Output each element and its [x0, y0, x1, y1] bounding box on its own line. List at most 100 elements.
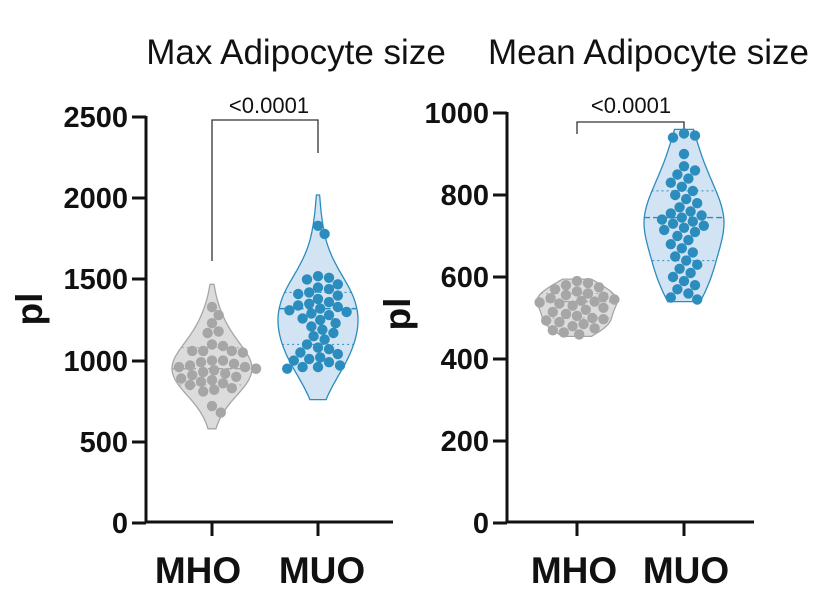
data-point-max-muo	[315, 303, 326, 314]
p-value-label-mean: <0.0001	[591, 93, 671, 118]
data-point-max-mho	[187, 345, 198, 357]
data-point-max-muo	[323, 344, 335, 355]
data-point-max-muo	[293, 288, 304, 300]
data-point-mean-mho	[560, 280, 572, 291]
data-point-mean-mho	[593, 282, 605, 293]
data-point-max-mho	[198, 366, 209, 378]
data-point-mean-mho	[587, 312, 598, 324]
y-tick-label-mean-0: 0	[473, 508, 489, 540]
data-point-mean-muo	[683, 173, 694, 184]
data-point-max-muo	[332, 301, 343, 313]
data-point-max-muo	[334, 360, 346, 371]
data-point-mean-muo	[659, 224, 670, 236]
panel-max-adipocyte-size: Max Adipocyte size pl 0 500 1000 1500 20…	[9, 33, 446, 591]
data-point-mean-muo	[689, 280, 701, 291]
data-point-max-muo	[323, 283, 335, 295]
category-label-max-mho: MHO	[155, 550, 241, 591]
data-point-max-muo	[330, 318, 341, 329]
data-point-mean-muo	[678, 128, 690, 139]
data-point-max-muo	[312, 361, 324, 373]
data-point-max-muo	[317, 324, 328, 335]
data-point-max-mho	[215, 407, 226, 418]
data-point-max-muo	[301, 339, 313, 350]
data-point-max-muo	[306, 321, 317, 332]
data-point-max-muo	[315, 352, 326, 363]
data-point-max-muo	[323, 272, 335, 283]
data-point-max-muo	[288, 355, 299, 366]
data-point-max-muo	[312, 271, 324, 282]
data-point-mean-muo	[674, 202, 685, 213]
data-point-mean-mho	[554, 316, 565, 328]
data-point-mean-mho	[534, 297, 545, 308]
data-point-mean-muo	[687, 216, 698, 227]
y-tick-label-mean-3: 600	[441, 262, 489, 294]
y-axis-label-mean: pl	[377, 298, 418, 331]
data-point-max-mho	[206, 339, 218, 350]
data-point-mean-muo	[696, 210, 707, 221]
data-point-mean-muo	[681, 255, 692, 266]
y-tick-label-max-2: 1000	[63, 346, 128, 378]
chart-title-max: Max Adipocyte size	[146, 33, 446, 72]
data-point-mean-muo	[681, 193, 692, 205]
data-point-max-mho	[213, 326, 224, 337]
data-point-mean-muo	[667, 132, 679, 143]
data-point-mean-muo	[678, 222, 690, 233]
y-tick-label-max-5: 2500	[63, 102, 128, 134]
data-point-max-mho	[217, 340, 229, 352]
data-point-mean-mho	[582, 288, 594, 299]
data-point-mean-mho	[560, 308, 572, 320]
data-point-mean-mho	[541, 315, 552, 326]
data-point-mean-muo	[676, 243, 687, 254]
data-point-max-mho	[202, 327, 213, 339]
data-point-max-mho	[228, 358, 240, 369]
data-point-max-muo	[306, 308, 317, 319]
data-point-mean-muo	[665, 239, 676, 250]
data-point-mean-mho	[598, 302, 609, 313]
data-point-max-mho	[220, 368, 231, 379]
significance-bracket-mean	[576, 121, 685, 134]
p-value-label-max: <0.0001	[229, 93, 309, 118]
data-point-max-muo	[315, 314, 326, 326]
data-point-max-mho	[226, 383, 237, 394]
y-tick-label-mean-1: 200	[441, 426, 489, 458]
data-point-max-muo	[323, 357, 335, 368]
data-point-max-muo	[297, 361, 308, 373]
data-point-max-muo	[297, 313, 308, 324]
category-label-mean-mho: MHO	[531, 550, 617, 591]
data-point-mean-mho	[545, 293, 556, 304]
data-point-max-muo	[304, 287, 315, 298]
y-tick-label-max-4: 2000	[63, 183, 128, 215]
data-point-max-mho	[176, 373, 187, 384]
y-tick-label-mean-2: 400	[441, 344, 489, 376]
plot-area-mean	[534, 128, 725, 340]
data-point-mean-muo	[667, 271, 679, 283]
data-point-max-mho	[198, 345, 209, 357]
y-tick-label-mean-4: 800	[441, 180, 489, 212]
data-point-max-mho	[184, 360, 196, 371]
data-point-mean-muo	[692, 259, 703, 270]
data-point-mean-mho	[580, 304, 591, 315]
data-point-max-muo	[308, 331, 319, 342]
data-point-max-muo	[284, 305, 295, 316]
data-point-mean-muo	[672, 284, 683, 295]
data-point-max-mho	[209, 365, 220, 376]
data-point-max-muo	[312, 293, 324, 305]
y-tick-label-max-1: 500	[80, 427, 128, 459]
data-point-mean-muo	[678, 275, 690, 287]
data-point-mean-mho	[574, 329, 585, 340]
data-point-max-mho	[187, 370, 198, 381]
data-point-max-mho	[231, 371, 242, 382]
data-point-mean-mho	[549, 284, 561, 295]
data-point-max-muo	[341, 306, 352, 318]
data-point-mean-muo	[689, 226, 701, 238]
data-point-mean-muo	[689, 130, 701, 141]
plot-area-max	[171, 194, 359, 430]
data-point-mean-muo	[685, 267, 696, 279]
data-point-mean-muo	[687, 247, 698, 258]
data-point-mean-muo	[672, 169, 683, 180]
data-point-max-mho	[239, 361, 251, 373]
data-point-max-muo	[332, 279, 343, 290]
data-point-mean-muo	[667, 218, 679, 229]
data-point-max-muo	[323, 296, 335, 308]
